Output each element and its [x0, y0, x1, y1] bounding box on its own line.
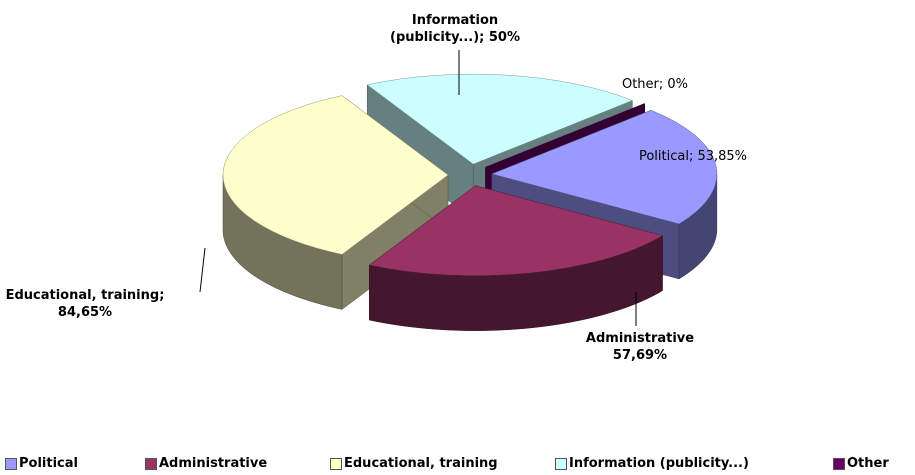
data-label: Other; 0%: [621, 77, 689, 92]
legend-item: Information (publicity...): [555, 456, 749, 471]
legend-item: Other: [833, 456, 889, 471]
data-label: Administrative 57,69%: [585, 331, 695, 363]
legend-swatch: [145, 457, 157, 470]
legend-swatch: [555, 457, 567, 470]
legend-swatch: [330, 457, 342, 470]
legend-swatch: [5, 457, 17, 470]
leader-line: [199, 247, 206, 293]
slice-top: [222, 95, 449, 255]
legend-item: Administrative: [145, 456, 267, 471]
legend-item: Political: [5, 456, 78, 471]
slice: [222, 95, 449, 310]
slice-top: [491, 110, 718, 225]
data-label: Educational, training; 84,65%: [5, 288, 165, 320]
legend-label: Other: [847, 456, 889, 471]
legend-label: Administrative: [159, 456, 268, 471]
legend-swatch: [833, 457, 845, 470]
data-label: Political; 53,85%: [638, 149, 748, 164]
slice-top: [366, 73, 634, 165]
data-label: Information (publicity...); 50%: [390, 13, 520, 45]
legend-label: Information (publicity...): [569, 456, 749, 471]
slice-top: [368, 185, 664, 276]
slice-top: [485, 103, 645, 168]
legend-label: Educational, training: [344, 456, 498, 471]
legend-label: Political: [19, 456, 78, 471]
legend-item: Educational, training: [330, 456, 498, 471]
slice: [368, 185, 664, 331]
